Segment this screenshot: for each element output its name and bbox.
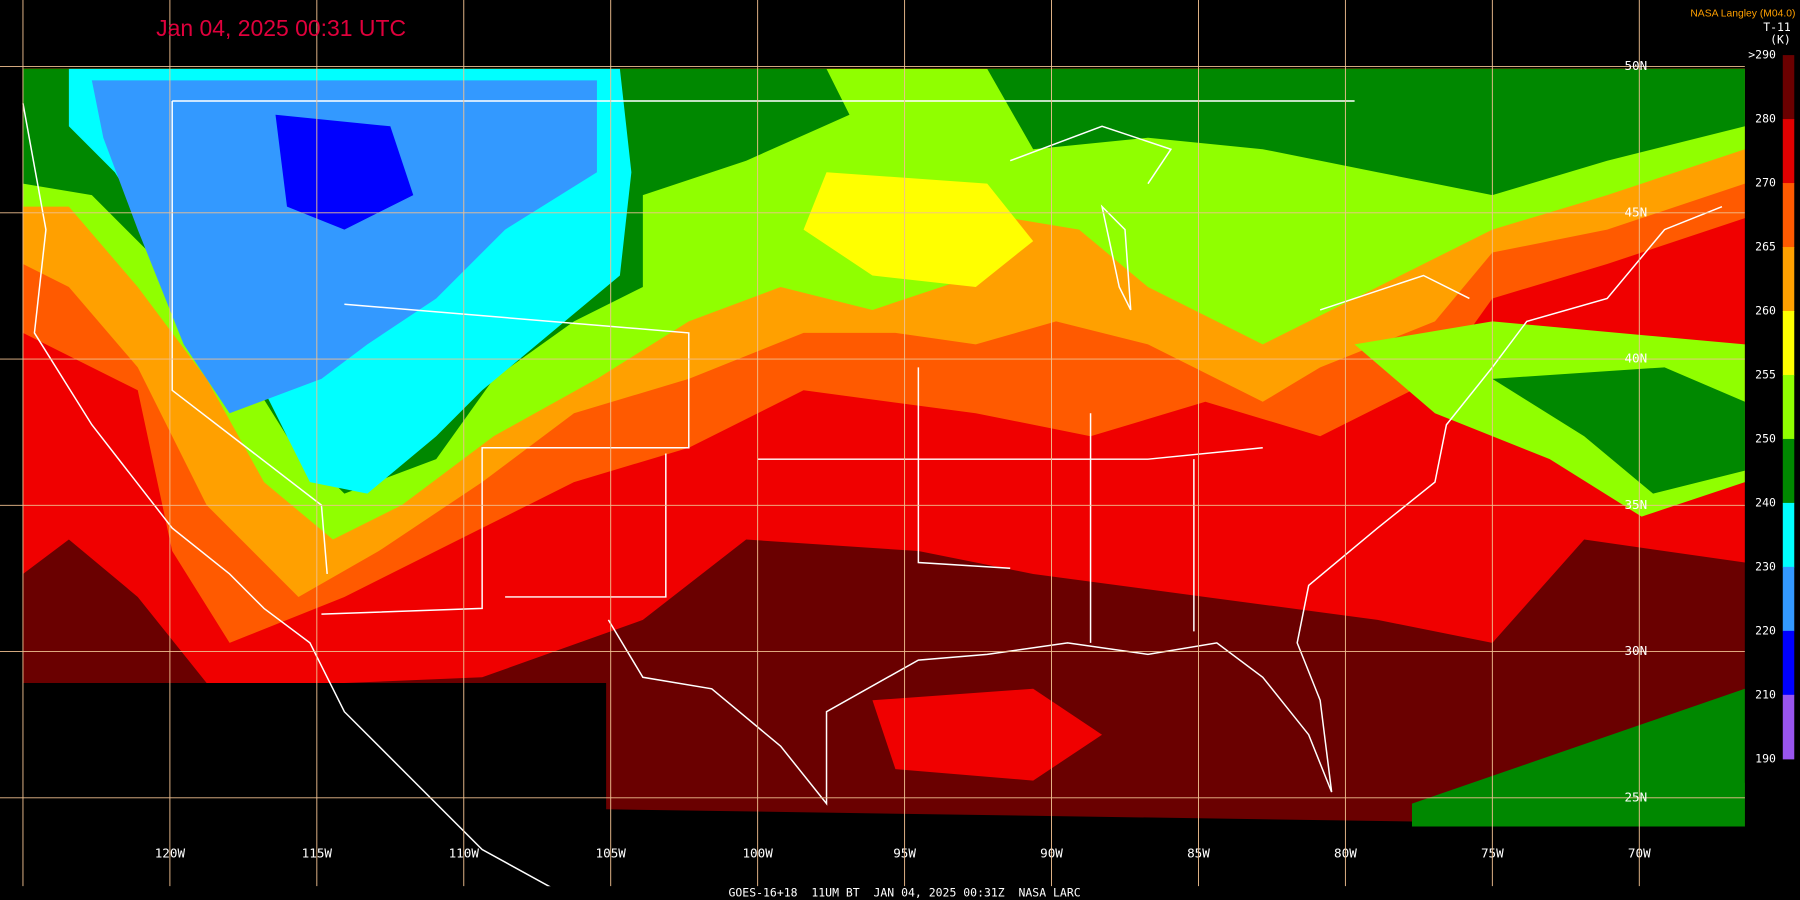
colorbar-segment bbox=[1782, 438, 1795, 504]
colorbar-segment bbox=[1782, 374, 1795, 440]
yellow-region bbox=[803, 172, 1034, 287]
latitude-label: 40N bbox=[1624, 351, 1647, 366]
colorbar-segment bbox=[1782, 630, 1795, 696]
latitude-label: 50N bbox=[1624, 58, 1647, 73]
west-coast bbox=[22, 103, 575, 900]
latitude-label: 30N bbox=[1624, 643, 1647, 658]
colorbar: >290 280 270 265 260 255 250 240 230 220 210 190 bbox=[1748, 48, 1795, 765]
imagery bbox=[22, 68, 1745, 827]
southeast-green bbox=[1411, 688, 1745, 827]
colorbar-label: 230 bbox=[1755, 559, 1776, 573]
colorbar-label: 250 bbox=[1755, 431, 1776, 445]
colorbar-unit: (K) bbox=[1770, 33, 1791, 47]
great-lakes bbox=[1009, 125, 1470, 311]
colorbar-label: 220 bbox=[1755, 623, 1776, 637]
lightblue-region bbox=[91, 80, 597, 414]
colorbar-segment bbox=[1782, 694, 1795, 760]
colorbar-label: 255 bbox=[1755, 367, 1776, 381]
colorbar-label: >290 bbox=[1748, 48, 1776, 62]
credit: NASA Langley (M04.0) bbox=[1690, 9, 1795, 20]
colorbar-title: T-11 bbox=[1763, 20, 1791, 34]
colorbar-segment bbox=[1782, 502, 1795, 568]
footer: GOES-16+18 11UM BT JAN 04, 2025 00:31Z N… bbox=[729, 886, 1081, 900]
colorbar-segment bbox=[1782, 55, 1795, 120]
state-lines bbox=[171, 100, 1355, 643]
map-title: Jan 04, 2025 00:31 UTC bbox=[156, 15, 406, 41]
colorbar-label: 210 bbox=[1755, 687, 1776, 701]
latitude-label: 45N bbox=[1624, 204, 1647, 219]
footer-bar bbox=[0, 886, 1800, 900]
outlines bbox=[22, 100, 1723, 900]
colorbar-segment bbox=[1782, 247, 1795, 312]
gulf-red bbox=[872, 688, 1103, 781]
blue-region bbox=[275, 114, 414, 230]
colorbar-label: 260 bbox=[1755, 303, 1776, 317]
east-darkgreen bbox=[1492, 367, 1745, 494]
colorbar-segment bbox=[1782, 566, 1795, 632]
lat-lon-grid: 120W 115W 110W 105W 100W 95W 90W 85W 80W 75W 70W50… bbox=[0, 0, 1745, 887]
colorbar-label: 280 bbox=[1755, 112, 1776, 126]
colorbar-label: 240 bbox=[1755, 495, 1776, 509]
latitude-label: 25N bbox=[1624, 789, 1647, 804]
colorbar-segment bbox=[1782, 310, 1795, 376]
latitude-label: 35N bbox=[1624, 497, 1647, 512]
colorbar-label: 270 bbox=[1755, 176, 1776, 190]
colorbar-segment bbox=[1782, 183, 1795, 248]
colorbar-label: 265 bbox=[1755, 240, 1776, 254]
colorbar-segment bbox=[1782, 119, 1795, 184]
colorbar-label: 190 bbox=[1755, 751, 1776, 765]
